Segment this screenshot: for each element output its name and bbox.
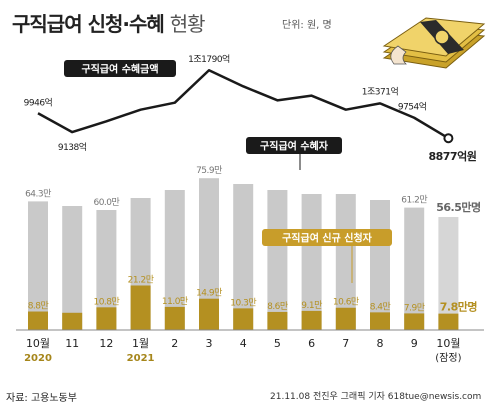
- new-applicant-series-callout-text: 구직급여 신규 신청자: [282, 232, 373, 245]
- new-applicant-bar: [301, 310, 322, 330]
- x-tick-label: 3: [206, 337, 213, 350]
- amount-value-label: 1조371억: [362, 85, 399, 97]
- amount-value-label: 9754억: [398, 101, 427, 113]
- new-applicant-bar: [62, 312, 83, 330]
- new-applicant-bar: [130, 285, 151, 330]
- new-applicant-bar: [233, 308, 254, 330]
- beneficiary-bar: [96, 210, 117, 330]
- beneficiary-value-label: 75.9만: [196, 165, 222, 176]
- x-tick-label: 10월: [436, 337, 460, 350]
- x-tick-label: 8: [377, 337, 384, 350]
- x-axis: 10월 11 12 1월 2 3 4 5 6 7 8 9 10월 2020 2021 (잠정): [16, 329, 484, 364]
- new-applicant-bar: [164, 306, 185, 330]
- beneficiary-value-label: 61.2만: [401, 195, 427, 206]
- amount-value-label: 9138억: [58, 141, 87, 153]
- beneficiary-bars: [28, 178, 459, 330]
- new-applicant-value-label: 7.9만: [404, 302, 425, 313]
- beneficiary-bar: [164, 190, 185, 330]
- new-applicant-value-label: 14.9만: [196, 288, 222, 299]
- beneficiary-series-callout: 구직급여 수혜자: [246, 137, 342, 154]
- year-label: (잠정): [435, 352, 461, 364]
- new-applicant-value-label: 8.6만: [267, 301, 288, 312]
- beneficiary-bar: [28, 201, 48, 330]
- title-sub: 현황: [169, 12, 206, 36]
- new-applicant-value-label: 21.2만: [128, 274, 154, 285]
- source-note: 자료: 고용노동부: [6, 393, 77, 404]
- year-label: 2021: [127, 353, 155, 364]
- new-applicant-bars: [28, 285, 459, 330]
- new-applicant-bar: [267, 311, 288, 330]
- x-tick-label: 11: [65, 337, 79, 350]
- amount-series-callout-text: 구직급여 수혜금액: [81, 63, 158, 76]
- new-applicant-value-label: 9.1만: [301, 300, 322, 311]
- x-tick-label: 7: [342, 337, 349, 350]
- beneficiary-series-callout-box: [246, 137, 342, 154]
- x-tick-label: 12: [99, 337, 113, 350]
- new-applicant-value-label: 11.0만: [162, 296, 188, 307]
- new-applicant-bar: [96, 307, 117, 330]
- x-tick-label: 2: [171, 337, 178, 350]
- new-applicant-bar: [335, 307, 356, 330]
- beneficiary-value-label: 56.5만명: [436, 200, 480, 214]
- beneficiary-bar: [199, 178, 219, 330]
- beneficiary-series-callout-text: 구직급여 수혜자: [260, 140, 329, 153]
- page-title: 구직급여 신청·수혜 현황: [12, 8, 206, 37]
- beneficiary-value-label: 64.3만: [25, 188, 51, 199]
- beneficiary-bar: [438, 217, 459, 330]
- beneficiary-bar: [62, 206, 83, 330]
- amount-line-end-marker: [443, 133, 454, 144]
- beneficiary-bar: [301, 194, 322, 330]
- new-applicant-bar: [199, 298, 219, 330]
- amount-value-label: 9946억: [24, 96, 53, 108]
- new-applicant-value-label: 10.3만: [230, 297, 256, 308]
- title-main: 구직급여 신청·수혜: [12, 12, 165, 36]
- unit-note: 단위: 원, 명: [282, 20, 332, 31]
- new-applicant-value-label: 10.6만: [333, 297, 359, 308]
- x-tick-label: 4: [240, 337, 247, 350]
- new-applicant-value-label: 7.8만명: [440, 300, 477, 314]
- year-label: 2020: [24, 353, 52, 364]
- new-applicant-series-callout-box: [262, 229, 392, 246]
- new-applicant-bar: [370, 312, 390, 330]
- amount-series-callout-box: [64, 60, 176, 77]
- amount-value-label: 1조1790억: [188, 53, 230, 65]
- new-applicant-series-callout: 구직급여 신규 신청자: [262, 229, 392, 246]
- amount-series-callout: 구직급여 수혜금액: [64, 60, 176, 77]
- amount-value-label: 8877억원: [428, 149, 476, 163]
- new-applicant-bar: [438, 313, 459, 330]
- amount-line-layer: [37, 68, 454, 144]
- x-tick-label: 1월: [132, 337, 149, 350]
- new-applicant-bar: [404, 313, 425, 330]
- x-tick-label: 6: [308, 337, 315, 350]
- label-layer: 9946억 9138억 1조1790억 1조371억 9754억 8877억원 64.3만 6…: [24, 53, 481, 313]
- amount-line: [37, 68, 450, 140]
- beneficiary-bar: [335, 194, 356, 330]
- credit-note: 21.11.08 전진우 그래픽 기자 618tue@newsis.com: [270, 392, 482, 402]
- beneficiary-value-label: 60.0만: [93, 197, 119, 208]
- new-applicant-value-label: 8.8만: [28, 301, 49, 312]
- new-applicant-value-label: 8.4만: [370, 301, 391, 312]
- new-applicant-bar: [28, 311, 48, 330]
- money-bundle-icon: [382, 17, 486, 69]
- beneficiary-bar: [233, 184, 254, 330]
- x-tick-label: 10월: [26, 337, 50, 350]
- x-tick-label: 5: [274, 337, 281, 350]
- x-tick-label: 9: [411, 337, 418, 350]
- beneficiary-bar: [267, 190, 288, 330]
- new-applicant-value-label: 10.8만: [93, 296, 119, 307]
- beneficiary-bar: [404, 207, 425, 330]
